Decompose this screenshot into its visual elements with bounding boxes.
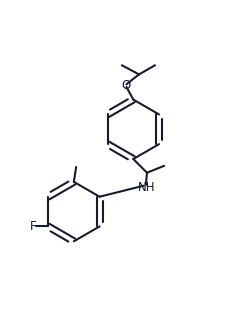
Text: F: F bbox=[30, 220, 36, 233]
Text: O: O bbox=[121, 80, 131, 92]
Text: NH: NH bbox=[138, 181, 155, 194]
